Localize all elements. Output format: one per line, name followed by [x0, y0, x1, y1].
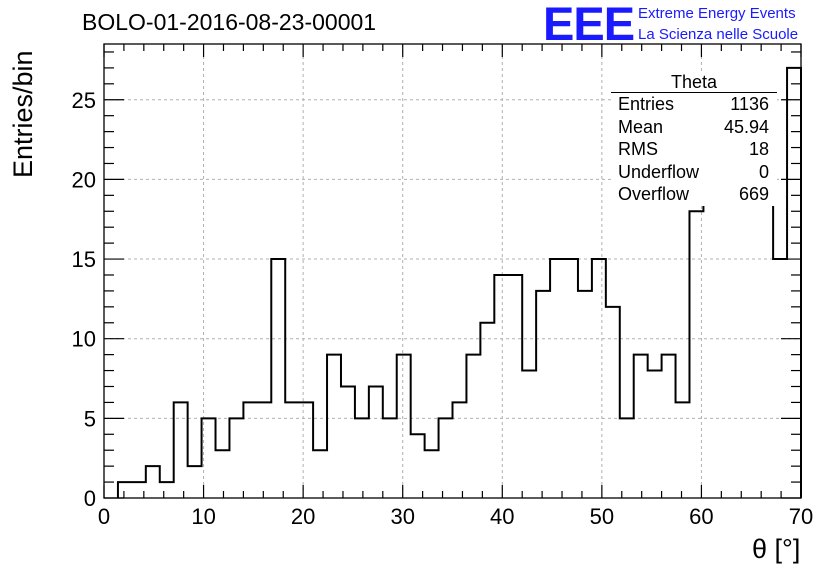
axis-ticks	[103, 44, 802, 499]
stats-value: 1136	[730, 94, 769, 114]
logo-line-1: Extreme Energy Events	[638, 5, 796, 22]
x-tick-label: 10	[191, 504, 215, 529]
histogram-line	[116, 66, 802, 498]
stats-label: Underflow	[618, 161, 700, 182]
stats-row: Mean 45.94	[611, 116, 777, 139]
stats-value: 0	[758, 161, 769, 182]
x-tick-label: 50	[590, 504, 614, 529]
x-tick-label: 60	[689, 504, 713, 529]
stats-label: RMS	[618, 139, 658, 159]
y-tick-label: 20	[72, 167, 96, 192]
plot-title: BOLO-01-2016-08-23-00001	[82, 9, 377, 35]
stats-row: Entries 1136	[611, 93, 777, 116]
eee-logo: EEE	[543, 0, 635, 50]
y-tick-label: 0	[84, 486, 96, 511]
tick-labels: 0 10 20 30 40 50 60 70 0 5 10 15 20 25	[72, 88, 814, 529]
y-tick-label: 10	[72, 327, 96, 352]
stats-value: 18	[748, 139, 769, 159]
stats-label: Overflow	[618, 184, 690, 204]
stats-label: Entries	[618, 94, 675, 114]
stats-row: Underflow 0	[611, 161, 777, 184]
x-tick-label: 70	[789, 504, 813, 529]
x-tick-label: 40	[490, 504, 514, 529]
stats-row: Overflow 669	[611, 183, 777, 206]
x-tick-label: 20	[291, 504, 315, 529]
x-tick-label: 30	[390, 504, 414, 529]
stats-value: 45.94	[723, 116, 769, 137]
stats-row: RMS 18	[611, 138, 777, 161]
y-tick-label: 15	[72, 247, 96, 272]
stats-value: 669	[738, 184, 769, 204]
y-tick-label: 25	[72, 88, 96, 113]
x-tick-label: 0	[98, 504, 110, 529]
y-tick-label: 5	[84, 406, 96, 431]
x-axis-label: θ [°]	[752, 534, 801, 564]
logo-line-2: La Scienza nelle Scuole	[638, 26, 799, 43]
y-axis-label: Entries/bin	[8, 50, 38, 178]
stats-box: Theta Entries 1136 Mean 45.94 RMS 18 Underf…	[611, 72, 777, 206]
grid-lines	[104, 44, 801, 498]
stats-label: Mean	[618, 116, 664, 137]
stats-title: Theta	[611, 72, 777, 93]
